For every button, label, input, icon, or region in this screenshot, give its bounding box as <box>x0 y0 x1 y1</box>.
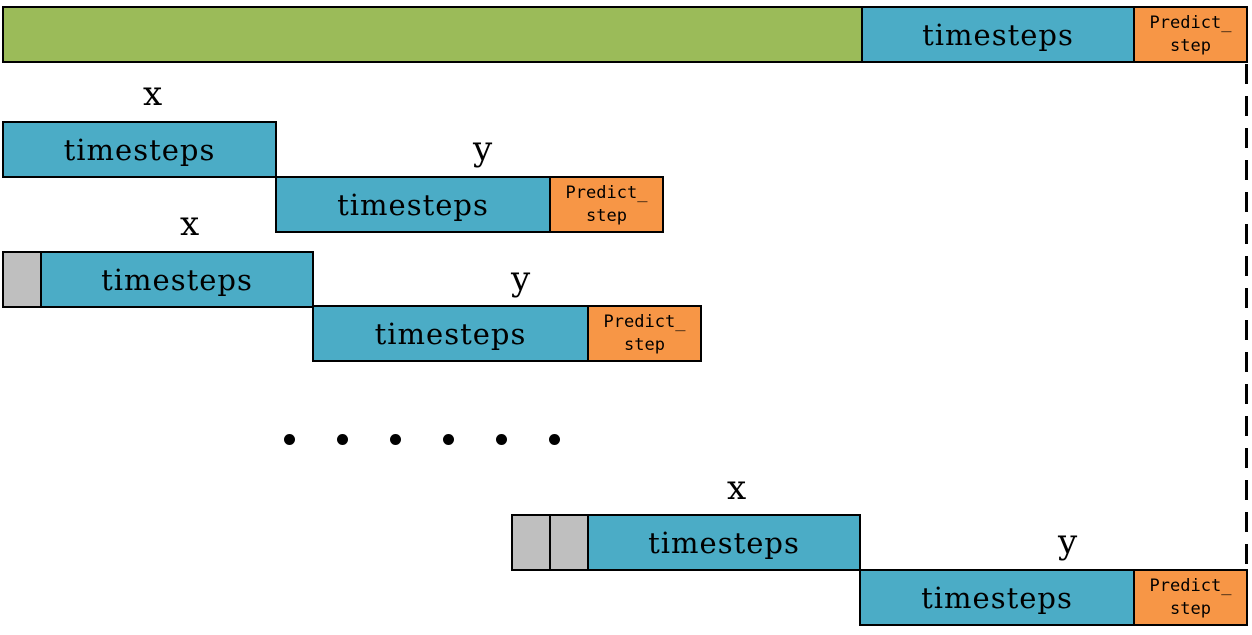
dash-segment <box>1245 96 1248 116</box>
predict-step-block: Predict_ step <box>587 305 702 362</box>
dash-segment <box>1245 352 1248 372</box>
y-label: y <box>511 259 531 299</box>
dash-segment <box>1245 128 1248 148</box>
ellipsis-dot <box>284 434 295 445</box>
predict-step-block: Predict_ step <box>1133 569 1248 626</box>
top-predict-step-block: Predict_ step <box>1133 6 1248 63</box>
x-timesteps-block: timesteps <box>587 514 861 571</box>
shift-block <box>2 251 42 308</box>
y-timesteps-block: timesteps <box>312 305 589 362</box>
ellipsis-dot <box>549 434 560 445</box>
predict-step-block: Predict_ step <box>549 176 664 233</box>
shift-block <box>549 514 589 571</box>
shift-block <box>511 514 551 571</box>
dash-segment <box>1245 448 1248 468</box>
x-label: x <box>727 468 747 508</box>
predict-label-line1: Predict_ <box>1149 12 1232 33</box>
ellipsis-dot <box>390 434 401 445</box>
dash-segment <box>1245 160 1248 180</box>
ellipsis-dot <box>337 434 348 445</box>
predict-label-line2: step <box>624 334 665 355</box>
y-label: y <box>473 129 493 169</box>
dash-segment <box>1245 512 1248 532</box>
y-timesteps-block: timesteps <box>275 176 551 233</box>
x-label: x <box>180 204 200 244</box>
dash-segment <box>1245 288 1248 308</box>
predict-label-line1: Predict_ <box>603 311 686 332</box>
dash-segment <box>1245 320 1248 340</box>
predict-label-line1: Predict_ <box>565 182 648 203</box>
x-timesteps-block: timesteps <box>40 251 314 308</box>
dash-segment <box>1245 384 1248 404</box>
x-timesteps-block: timesteps <box>2 121 277 178</box>
dash-segment <box>1245 256 1248 276</box>
dash-segment <box>1245 192 1248 212</box>
predict-label-line2: step <box>586 205 627 226</box>
dash-segment <box>1245 480 1248 500</box>
predict-label-line2: step <box>1170 35 1211 56</box>
dash-segment <box>1245 544 1248 564</box>
ellipsis-dot <box>443 434 454 445</box>
dash-segment <box>1245 416 1248 436</box>
y-timesteps-block: timesteps <box>859 569 1135 626</box>
predict-label-line2: step <box>1170 598 1211 619</box>
dash-segment <box>1245 224 1248 244</box>
top-timesteps-block: timesteps <box>861 6 1135 63</box>
history-bar <box>2 6 863 63</box>
ellipsis-dot <box>496 434 507 445</box>
dash-segment <box>1245 64 1248 84</box>
y-label: y <box>1058 522 1078 562</box>
predict-label-line1: Predict_ <box>1149 575 1232 596</box>
x-label: x <box>143 74 163 114</box>
